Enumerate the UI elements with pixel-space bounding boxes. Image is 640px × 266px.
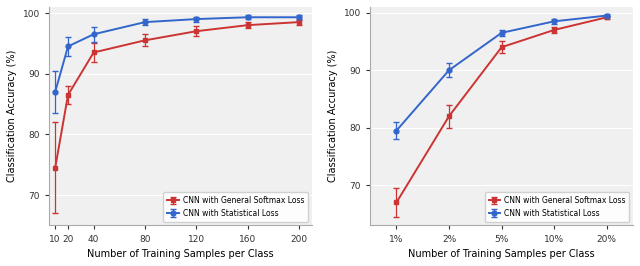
Y-axis label: Classification Accuracy (%): Classification Accuracy (%) (328, 50, 339, 182)
X-axis label: Number of Training Samples per Class: Number of Training Samples per Class (408, 249, 595, 259)
Legend: CNN with General Softmax Loss, CNN with Statistical Loss: CNN with General Softmax Loss, CNN with … (163, 192, 308, 222)
X-axis label: Number of Training Samples per Class: Number of Training Samples per Class (87, 249, 273, 259)
Y-axis label: Classification Accuracy (%): Classification Accuracy (%) (7, 50, 17, 182)
Legend: CNN with General Softmax Loss, CNN with Statistical Loss: CNN with General Softmax Loss, CNN with … (485, 192, 629, 222)
